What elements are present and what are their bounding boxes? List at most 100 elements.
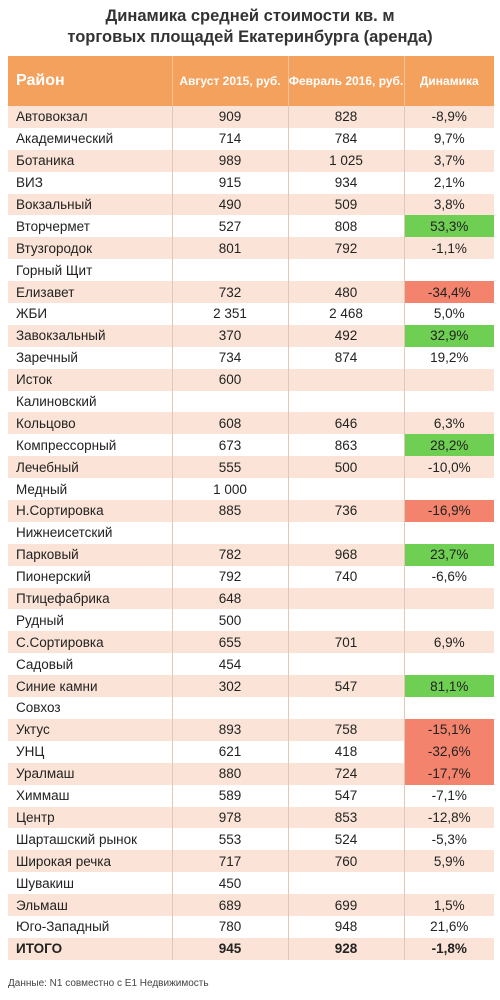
value-cell: 780	[171, 915, 288, 938]
value-cell: 527	[171, 215, 288, 238]
value-cell	[287, 653, 404, 676]
value-cell: 758	[287, 718, 404, 741]
value-cell: 492	[287, 324, 404, 347]
district-cell: Садовый	[16, 656, 74, 672]
value-cell: -8,9%	[403, 106, 494, 128]
table-row: Лечебный 555 500 -10,0%	[8, 456, 494, 479]
value-cell: 717	[171, 850, 288, 873]
value-cell	[171, 259, 288, 282]
value-cell: 370	[171, 324, 288, 347]
table-row: Эльмаш 689 699 1,5%	[8, 894, 494, 916]
value-cell: 689	[171, 894, 288, 916]
value-cell: 853	[287, 806, 404, 829]
district-cell: Уктус	[8, 718, 172, 741]
district-cell: Компрессорный	[16, 437, 117, 453]
table-row: Садовый 454	[8, 653, 494, 676]
district-cell: Автовокзал	[8, 106, 172, 128]
value-cell: 714	[171, 127, 288, 150]
value-cell: 500	[287, 456, 404, 479]
table-body: Автовокзал 909 828 -8,9% Академический 714 784…	[8, 106, 494, 960]
value-cell: -12,8%	[403, 806, 494, 829]
value-cell	[403, 259, 494, 282]
value-cell: 500	[171, 609, 288, 632]
value-cell: 784	[287, 127, 404, 150]
value-cell: 782	[171, 543, 288, 566]
table-row: Калиновский	[8, 390, 494, 413]
table-row: Исток 600	[8, 368, 494, 391]
value-cell: 5,9%	[403, 850, 494, 873]
table-row: Медный 1 000	[8, 478, 494, 501]
value-cell: -16,9%	[403, 500, 494, 522]
value-cell: -32,6%	[403, 740, 494, 763]
value-cell: -1,1%	[403, 237, 494, 260]
table-row: Синие камни 302 547 81,1%	[8, 675, 494, 698]
table-row: Пионерский 792 740 -6,6%	[8, 565, 494, 588]
header-cell: Район	[8, 56, 172, 106]
value-cell: -17,7%	[403, 762, 494, 785]
value-cell: 23,7%	[403, 543, 494, 566]
value-cell: 885	[171, 500, 288, 522]
table-row: ЖБИ 2 351 2 468 5,0%	[8, 303, 494, 325]
value-cell: 648	[171, 587, 288, 610]
value-cell: 53,3%	[403, 215, 494, 238]
district-cell: Шувакиш	[16, 875, 74, 891]
value-cell: 734	[171, 346, 288, 369]
value-cell: -6,6%	[403, 565, 494, 588]
district-cell: Втузгородок	[8, 237, 172, 260]
value-cell: 480	[287, 281, 404, 304]
district-cell: Химмаш	[16, 788, 70, 804]
table-row: Автовокзал 909 828 -8,9%	[8, 106, 494, 128]
value-cell: 524	[287, 828, 404, 851]
district-cell: Синие камни	[8, 675, 172, 698]
district-cell: С.Сортировка	[8, 631, 172, 654]
value-cell	[403, 478, 494, 501]
value-cell	[403, 368, 494, 391]
value-cell	[403, 697, 494, 719]
value-cell: -34,4%	[403, 281, 494, 304]
value-cell: 863	[287, 434, 404, 457]
table-row: Заречный 734 874 19,2%	[8, 346, 494, 369]
value-cell: 2 468	[287, 303, 404, 325]
total-cell: -1,8%	[403, 937, 494, 960]
district-cell: Н.Сортировка	[8, 500, 172, 522]
district-cell: Кольцово	[8, 412, 172, 435]
value-cell: 3,7%	[403, 149, 494, 172]
value-cell	[403, 390, 494, 413]
table-row: Широкая речка 717 760 5,9%	[8, 850, 494, 873]
header-cell: Динамика	[403, 56, 494, 106]
table-row: Уктус 893 758 -15,1%	[8, 718, 494, 741]
value-cell: 2,1%	[403, 171, 494, 194]
table-row: Совхоз	[8, 697, 494, 719]
header-cell: Август 2015, руб.	[171, 56, 288, 106]
title: Динамика средней стоимости кв. м торговы…	[0, 6, 500, 48]
district-cell: ЖБИ	[16, 306, 48, 322]
district-cell: Лечебный	[8, 456, 172, 479]
district-cell: Вторчермет	[16, 218, 90, 234]
value-cell	[403, 872, 494, 895]
table-row: Завокзальный 370 492 32,9%	[8, 324, 494, 347]
value-cell	[287, 259, 404, 282]
value-cell: 655	[171, 631, 288, 654]
district-cell: Юго-Западный	[16, 919, 110, 935]
value-cell: 732	[171, 281, 288, 304]
value-cell	[403, 653, 494, 676]
value-cell: 302	[171, 675, 288, 698]
table-row: Горный Щит	[8, 259, 494, 282]
table-row: Н.Сортировка 885 736 -16,9%	[8, 500, 494, 522]
value-cell: 989	[171, 149, 288, 172]
district-cell: Завокзальный	[8, 324, 172, 347]
value-cell	[403, 521, 494, 544]
title-line: Динамика средней стоимости кв. м	[105, 7, 395, 25]
table-row: Парковый 782 968 23,7%	[8, 543, 494, 566]
table-row: Химмаш 589 547 -7,1%	[8, 784, 494, 807]
value-cell: 6,9%	[403, 631, 494, 654]
title-line: торговых площадей Екатеринбурга (аренда)	[67, 28, 433, 46]
value-cell: 9,7%	[403, 127, 494, 150]
value-cell: 19,2%	[403, 346, 494, 369]
value-cell: 646	[287, 412, 404, 435]
table-row: Рудный 500	[8, 609, 494, 632]
value-cell: 828	[287, 106, 404, 128]
value-cell	[287, 609, 404, 632]
value-cell	[403, 587, 494, 610]
